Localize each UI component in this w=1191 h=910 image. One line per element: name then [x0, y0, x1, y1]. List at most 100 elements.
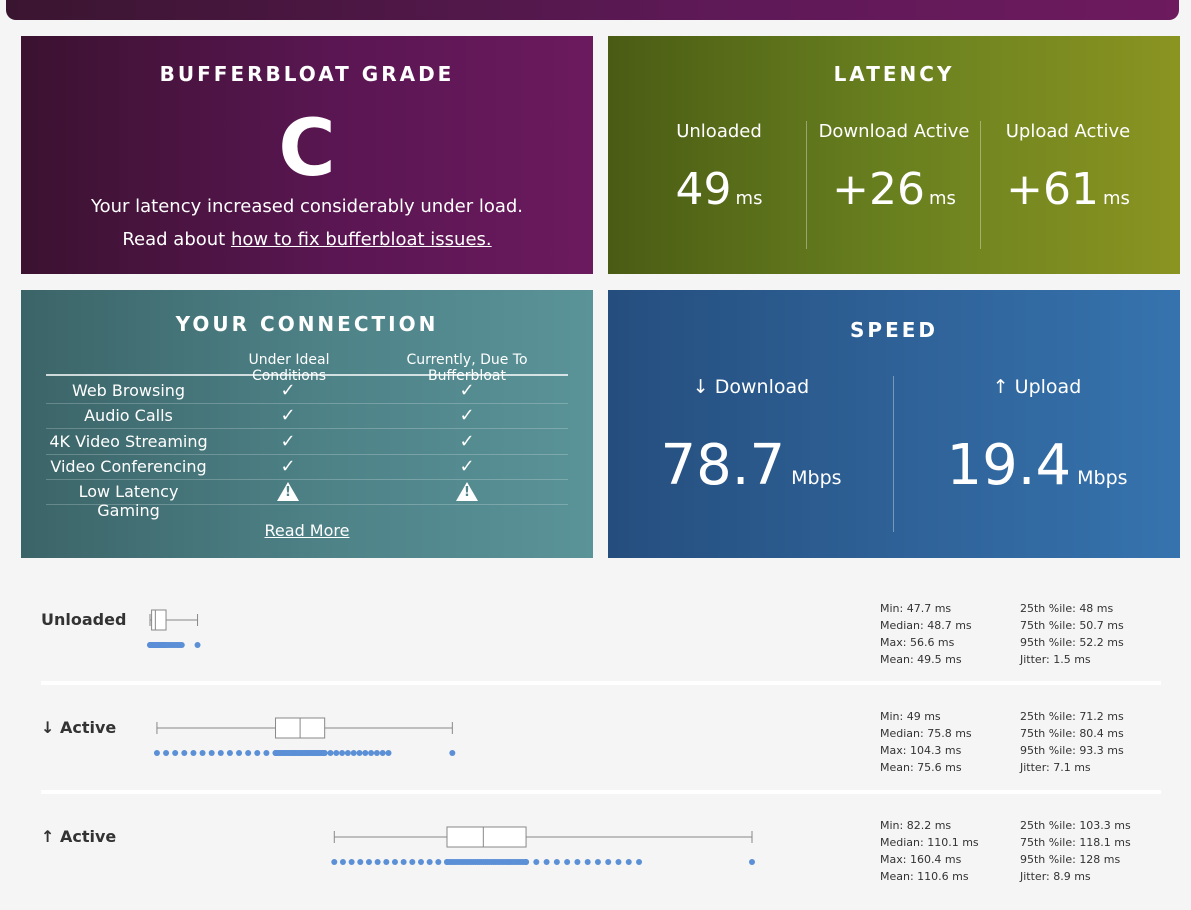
check-icon: ✓ — [459, 380, 475, 401]
connection-panel: YOUR CONNECTION Under Ideal Conditions C… — [21, 290, 593, 558]
sample-dot — [400, 859, 407, 865]
activity-name: Low Latency Gaming — [78, 482, 179, 521]
row-separator — [41, 790, 1161, 794]
stat-max: Max: 56.6 ms — [880, 636, 955, 649]
stat-p25: 25th %ile: 71.2 ms — [1020, 710, 1124, 723]
sample-dot — [605, 859, 612, 865]
latency-unit: ms — [1102, 188, 1130, 209]
distribution-label: ↑ Active — [41, 827, 117, 846]
fix-bufferbloat-link[interactable]: how to fix bufferbloat issues. — [230, 229, 492, 250]
sample-dot — [217, 750, 224, 756]
check-icon: ✓ — [280, 405, 296, 427]
connection-row: Video Conferencing ✓ ✓ — [46, 454, 568, 480]
activity-name: Video Conferencing — [50, 456, 207, 476]
sample-dot — [523, 859, 530, 865]
read-more-link[interactable]: Read More — [264, 521, 350, 540]
divider — [980, 121, 981, 249]
stat-median: Median: 48.7 ms — [880, 619, 972, 632]
check-icon: ✓ — [459, 455, 475, 477]
sample-dot — [333, 750, 340, 756]
latency-upload-active: Upload Active +61 ms — [981, 121, 1155, 212]
sample-dot — [321, 750, 328, 756]
sample-dot — [373, 750, 380, 756]
sample-dot — [615, 859, 622, 865]
latency-label: Unloaded — [676, 121, 762, 142]
sample-dot — [368, 750, 375, 756]
header-rule — [46, 374, 568, 376]
latency-unit: ms — [928, 188, 956, 209]
sample-dot — [357, 859, 364, 865]
sample-dot — [365, 859, 372, 865]
stat-mean: Mean: 49.5 ms — [880, 653, 962, 666]
sample-dot — [391, 859, 398, 865]
current-conditions-header: Currently, Due To Bufferbloat — [406, 352, 528, 384]
activity-name: 4K Video Streaming — [49, 431, 208, 451]
latency-title: LATENCY — [833, 62, 955, 86]
top-banner — [6, 0, 1179, 20]
connection-row: Low Latency Gaming — [46, 479, 568, 520]
sample-dot — [163, 750, 170, 756]
sample-dot — [383, 859, 390, 865]
sample-dot — [417, 859, 424, 865]
sample-dot — [385, 750, 392, 756]
stat-p95: 95th %ile: 52.2 ms — [1020, 636, 1124, 649]
sample-dot — [374, 859, 381, 865]
sample-dot — [172, 750, 179, 756]
download-value: 78.7 — [660, 433, 786, 498]
check-icon: ✓ — [280, 430, 296, 452]
sample-dot — [356, 750, 363, 756]
divider — [806, 121, 807, 249]
latency-download-active: Download Active +26 ms — [807, 121, 981, 212]
stat-mean: Mean: 75.6 ms — [880, 761, 962, 774]
latency-unit: ms — [735, 188, 763, 209]
sample-dot — [749, 859, 755, 865]
stat-jitter: Jitter: 1.5 ms — [1020, 653, 1091, 666]
stat-min: Min: 49 ms — [880, 710, 941, 723]
connection-row: Web Browsing ✓ ✓ — [46, 378, 568, 404]
stat-p75: 75th %ile: 118.1 ms — [1020, 836, 1131, 849]
grade-title: BUFFERBLOAT GRADE — [159, 62, 455, 86]
sample-dot — [178, 642, 185, 648]
activity-name: Audio Calls — [84, 406, 173, 426]
sample-dot — [564, 859, 571, 865]
sample-dot — [263, 750, 270, 756]
sample-dot — [190, 750, 197, 756]
check-icon: ✓ — [280, 380, 296, 401]
stat-p95: 95th %ile: 128 ms — [1020, 853, 1121, 866]
grade-description: Your latency increased considerably unde… — [90, 196, 524, 217]
grade-read-about: Read about how to fix bufferbloat issues… — [21, 229, 593, 250]
sample-dot — [331, 859, 338, 865]
sample-dot — [574, 859, 581, 865]
sample-dot — [344, 750, 351, 756]
stat-mean: Mean: 110.6 ms — [880, 870, 969, 883]
sample-dot — [254, 750, 261, 756]
distribution-label: ↓ Active — [41, 718, 117, 737]
sample-dot — [236, 750, 243, 756]
connection-title: YOUR CONNECTION — [175, 312, 439, 336]
sample-dot — [533, 859, 540, 865]
sample-dot — [636, 859, 643, 865]
latency-value: 49 — [675, 164, 732, 215]
stat-p75: 75th %ile: 80.4 ms — [1020, 727, 1124, 740]
speed-title: SPEED — [850, 318, 938, 342]
stat-max: Max: 104.3 ms — [880, 744, 962, 757]
distribution-label: Unloaded — [41, 610, 127, 629]
upload-value: 19.4 — [946, 433, 1072, 498]
stat-median: Median: 75.8 ms — [880, 727, 972, 740]
sample-dot — [426, 859, 433, 865]
sample-dot — [339, 859, 346, 865]
stat-p25: 25th %ile: 48 ms — [1020, 602, 1114, 615]
stat-p95: 95th %ile: 93.3 ms — [1020, 744, 1124, 757]
row-separator — [41, 681, 1161, 685]
warning-cell — [273, 481, 303, 505]
sample-dot — [208, 750, 215, 756]
bufferbloat-grade-panel: BUFFERBLOAT GRADE C Your latency increas… — [21, 36, 593, 274]
latency-label: Download Active — [818, 121, 970, 142]
stat-jitter: Jitter: 7.1 ms — [1020, 761, 1091, 774]
sample-dot — [245, 750, 252, 756]
sample-dot — [181, 750, 188, 756]
sample-dot — [153, 750, 160, 756]
sample-dot — [379, 750, 386, 756]
